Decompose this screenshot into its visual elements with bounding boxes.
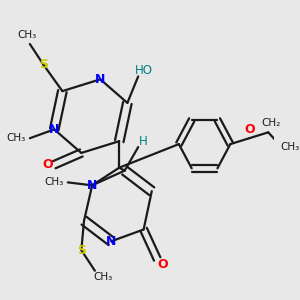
Text: CH₃: CH₃ xyxy=(17,30,37,40)
Text: O: O xyxy=(244,123,255,136)
Text: O: O xyxy=(157,258,168,271)
Text: CH₃: CH₃ xyxy=(7,133,26,143)
Text: HO: HO xyxy=(135,64,153,77)
Text: S: S xyxy=(77,244,86,256)
Text: CH₃: CH₃ xyxy=(280,142,299,152)
Text: O: O xyxy=(42,158,53,171)
Text: N: N xyxy=(95,73,106,86)
Text: CH₃: CH₃ xyxy=(45,177,64,188)
Text: N: N xyxy=(87,179,98,192)
Text: N: N xyxy=(49,123,59,136)
Text: N: N xyxy=(106,235,116,248)
Text: S: S xyxy=(39,58,48,71)
Text: H: H xyxy=(139,135,148,148)
Text: CH₃: CH₃ xyxy=(93,272,112,282)
Text: CH₂: CH₂ xyxy=(261,118,280,128)
